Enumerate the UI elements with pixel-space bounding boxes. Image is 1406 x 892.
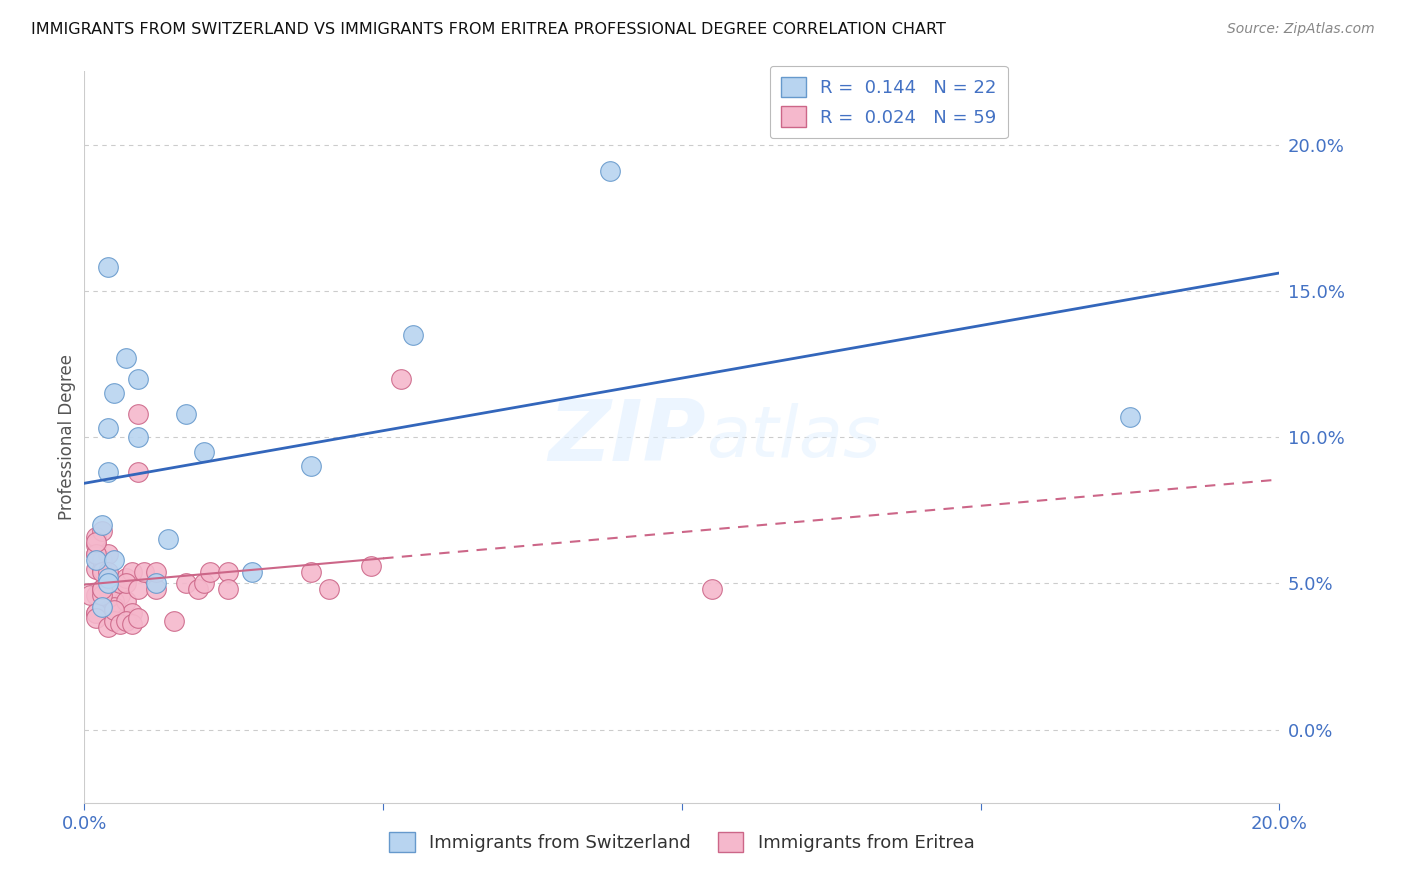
Point	[86, 588, 108, 602]
Point	[97, 465, 120, 479]
Text: ZIP: ZIP	[548, 395, 706, 479]
Point	[163, 615, 186, 629]
Point	[86, 606, 108, 620]
Point	[91, 553, 114, 567]
Point	[97, 547, 120, 561]
Point	[217, 565, 239, 579]
Point	[103, 603, 125, 617]
Text: Source: ZipAtlas.com: Source: ZipAtlas.com	[1227, 22, 1375, 37]
Point	[86, 538, 108, 552]
Point	[91, 599, 114, 614]
Point	[103, 576, 125, 591]
Point	[157, 533, 180, 547]
Point	[121, 606, 143, 620]
Point	[97, 582, 120, 597]
Point	[86, 547, 108, 561]
Point	[110, 588, 132, 602]
Point	[103, 386, 125, 401]
Point	[97, 421, 120, 435]
Point	[91, 582, 114, 597]
Point	[360, 558, 382, 573]
Point	[115, 615, 138, 629]
Point	[174, 407, 197, 421]
Point	[121, 565, 143, 579]
Point	[121, 617, 143, 632]
Point	[145, 582, 167, 597]
Point	[301, 459, 323, 474]
Point	[91, 562, 114, 576]
Legend: Immigrants from Switzerland, Immigrants from Eritrea: Immigrants from Switzerland, Immigrants …	[382, 824, 981, 860]
Point	[127, 582, 149, 597]
Point	[103, 599, 125, 614]
Point	[127, 371, 149, 385]
Y-axis label: Professional Degree: Professional Degree	[58, 354, 76, 520]
Point	[127, 407, 149, 421]
Point	[86, 530, 108, 544]
Text: IMMIGRANTS FROM SWITZERLAND VS IMMIGRANTS FROM ERITREA PROFESSIONAL DEGREE CORRE: IMMIGRANTS FROM SWITZERLAND VS IMMIGRANT…	[31, 22, 946, 37]
Point	[127, 465, 149, 479]
Point	[86, 547, 108, 561]
Point	[402, 327, 425, 342]
Point	[700, 582, 723, 597]
Text: atlas: atlas	[706, 402, 880, 472]
Point	[318, 582, 340, 597]
Point	[240, 565, 263, 579]
Point	[599, 164, 621, 178]
Point	[103, 615, 125, 629]
Point	[110, 576, 132, 591]
Point	[91, 582, 114, 597]
Point	[103, 594, 125, 608]
Point	[97, 576, 120, 591]
Point	[198, 565, 221, 579]
Point	[79, 588, 101, 602]
Point	[97, 620, 120, 634]
Point	[1119, 409, 1142, 424]
Point	[127, 611, 149, 625]
Point	[174, 576, 197, 591]
Point	[187, 582, 209, 597]
Point	[91, 524, 114, 538]
Point	[86, 606, 108, 620]
Point	[103, 553, 125, 567]
Point	[193, 444, 215, 458]
Point	[86, 535, 108, 549]
Point	[110, 606, 132, 620]
Point	[86, 562, 108, 576]
Point	[91, 588, 114, 602]
Point	[145, 565, 167, 579]
Point	[132, 565, 156, 579]
Point	[97, 576, 120, 591]
Point	[115, 611, 138, 625]
Point	[97, 260, 120, 275]
Point	[193, 576, 215, 591]
Point	[389, 371, 412, 385]
Point	[115, 576, 138, 591]
Point	[115, 351, 138, 365]
Point	[97, 565, 120, 579]
Point	[91, 517, 114, 532]
Point	[145, 576, 167, 591]
Point	[217, 582, 239, 597]
Point	[97, 570, 120, 584]
Point	[115, 594, 138, 608]
Point	[91, 565, 114, 579]
Point	[115, 570, 138, 584]
Point	[127, 430, 149, 444]
Point	[301, 565, 323, 579]
Point	[110, 617, 132, 632]
Point	[86, 611, 108, 625]
Point	[86, 553, 108, 567]
